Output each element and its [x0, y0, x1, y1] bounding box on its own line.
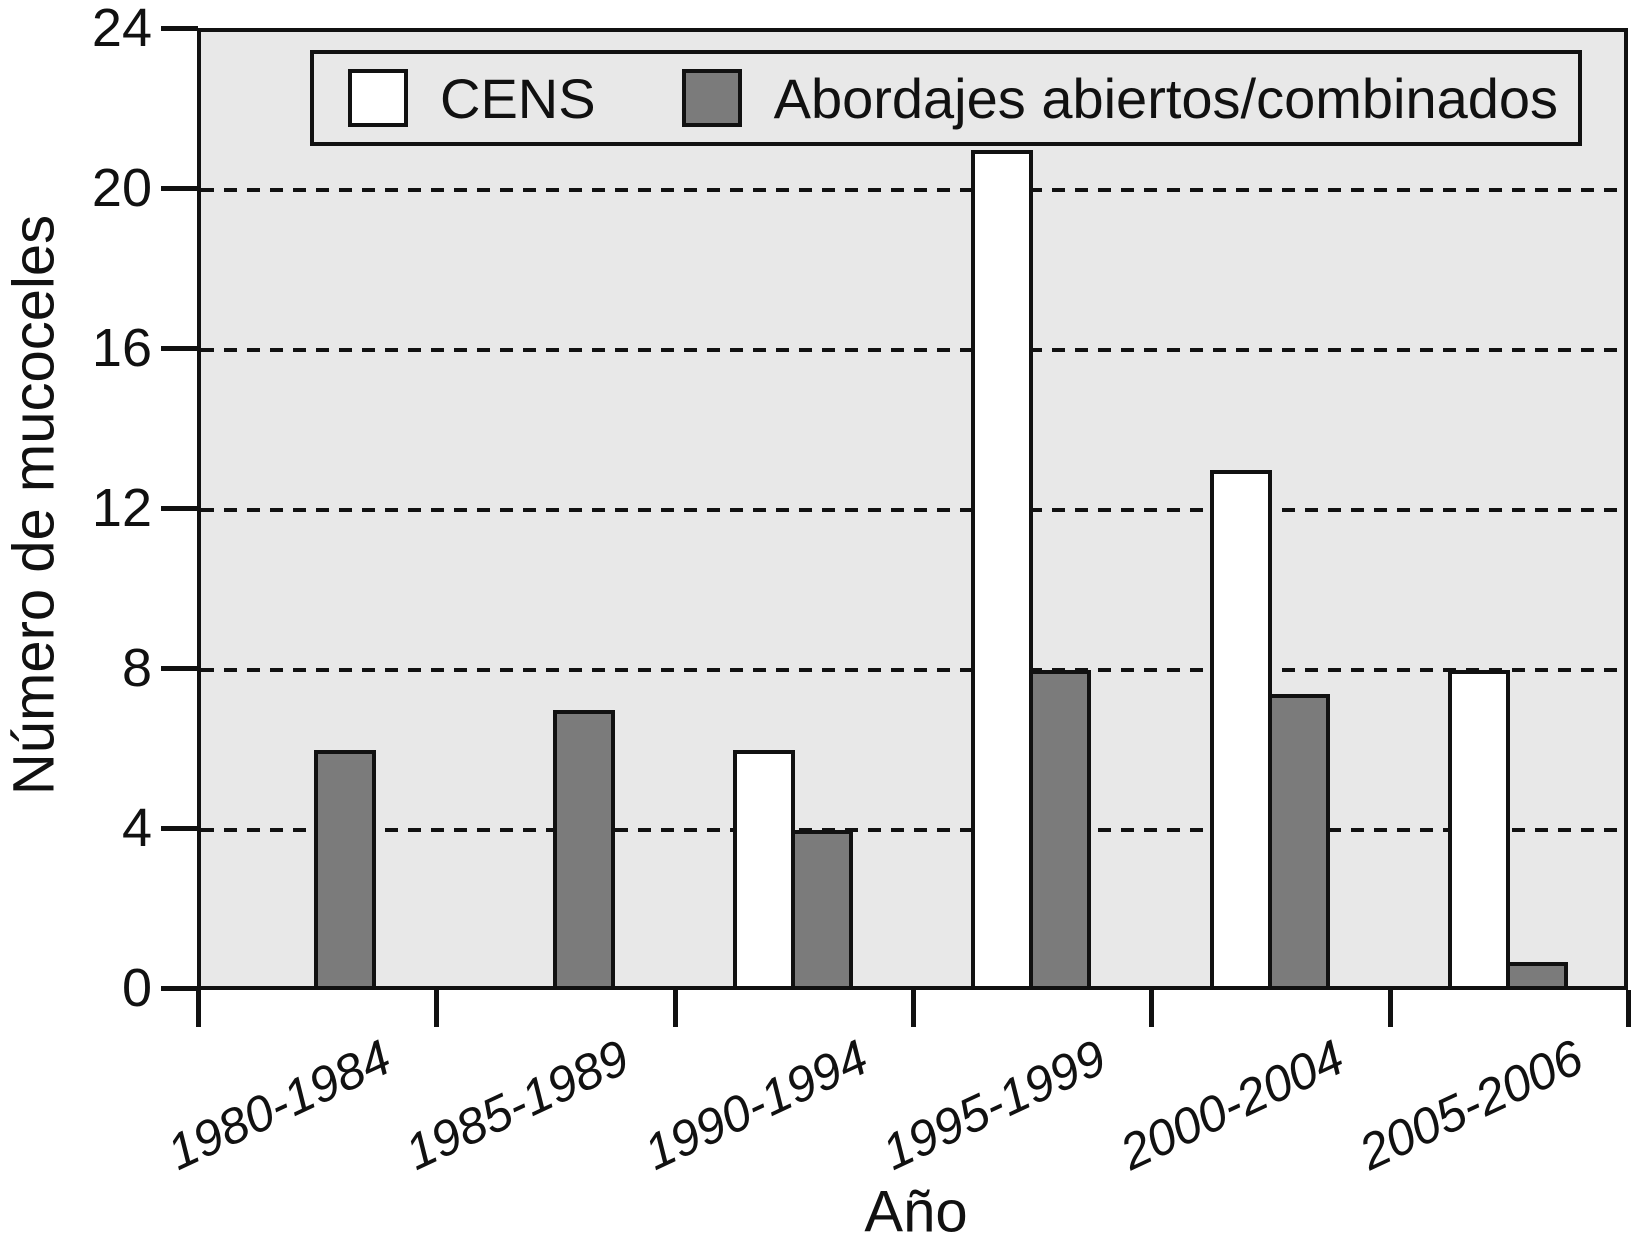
y-tick-label-16: 16: [91, 318, 152, 378]
abordajes-swatch-icon: [681, 69, 742, 127]
legend-item-abordajes: Abordajes abiertos/combinados: [681, 66, 1559, 131]
gridline-y8: [201, 668, 1624, 672]
y-tick-8: [161, 666, 198, 671]
x-tick-5: [1387, 990, 1393, 1027]
y-axis-title: Número de mucoceles: [1, 214, 67, 796]
legend-item-cens: CENS: [348, 66, 596, 131]
bar-cens-2000-2004: [1209, 470, 1272, 986]
y-tick-16: [161, 346, 198, 351]
bar-abordajes-2005-2006: [1505, 962, 1568, 986]
y-tick-label-4: 4: [121, 798, 152, 858]
gridline-y16: [201, 348, 1624, 352]
x-tick-4: [1149, 990, 1155, 1027]
y-tick-label-20: 20: [91, 158, 152, 218]
y-tick-label-12: 12: [91, 478, 152, 538]
y-tick-label-24: 24: [91, 0, 152, 58]
y-tick-4: [161, 826, 198, 831]
y-tick-12: [161, 506, 198, 511]
bar-abordajes-1995-1999: [1029, 670, 1092, 986]
x-category-label-1985-1989: 1985-1989: [397, 1028, 638, 1181]
y-tick-label-8: 8: [121, 638, 152, 698]
plot-area: [197, 28, 1628, 990]
y-tick-label-0: 0: [121, 958, 152, 1018]
y-tick-24: [161, 26, 198, 31]
cens-swatch-icon: [348, 69, 408, 127]
x-category-label-2005-2006: 2005-2006: [1350, 1028, 1591, 1181]
bar-abordajes-1990-1994: [790, 830, 853, 986]
gridline-y20: [201, 188, 1624, 192]
legend-label-cens: CENS: [440, 66, 596, 130]
x-category-label-1980-1984: 1980-1984: [158, 1028, 400, 1181]
legend-label-abordajes: Abordajes abiertos/combinados: [773, 66, 1559, 130]
x-tick-0: [196, 990, 201, 1027]
bar-cens-1990-1994: [732, 750, 795, 986]
legend: CENS Abordajes abiertos/combinados: [310, 50, 1582, 146]
x-axis-title: Año: [864, 1179, 968, 1245]
bar-cens-1995-1999: [971, 150, 1034, 986]
x-tick-6: [1626, 990, 1631, 1027]
y-tick-0: [161, 986, 198, 991]
bar-abordajes-1985-1989: [552, 710, 615, 986]
gridline-y12: [201, 508, 1624, 512]
bar-cens-2005-2006: [1447, 670, 1510, 986]
y-tick-20: [161, 186, 198, 191]
bar-abordajes-2000-2004: [1267, 694, 1330, 986]
x-tick-3: [911, 990, 916, 1027]
gridline-y4: [201, 828, 1624, 832]
x-tick-2: [672, 990, 678, 1027]
x-tick-1: [434, 990, 440, 1027]
x-category-label-1990-1994: 1990-1994: [635, 1028, 876, 1181]
x-category-label-1995-1999: 1995-1999: [873, 1028, 1115, 1181]
x-category-label-2000-2004: 2000-2004: [1112, 1028, 1353, 1181]
bar-abordajes-1980-1984: [314, 750, 377, 986]
